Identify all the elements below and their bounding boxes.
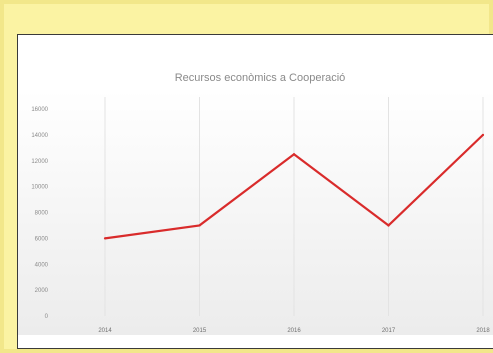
y-tick-label: 16000 xyxy=(31,107,48,113)
data-point-2016 xyxy=(292,153,296,156)
data-point-2014 xyxy=(103,237,107,240)
plot-background xyxy=(18,90,493,335)
x-axis-ticks: 2014 2015 2016 2017 2018 xyxy=(98,328,490,334)
grid-lines xyxy=(104,97,484,316)
x-tick-label: 2015 xyxy=(193,328,207,334)
y-tick-label: 0 xyxy=(45,314,49,320)
y-tick-label: 12000 xyxy=(31,159,48,165)
y-tick-label: 14000 xyxy=(31,133,48,139)
y-axis-ticks: 0 2000 4000 6000 8000 10000 12000 14000 16000 xyxy=(31,107,48,320)
y-tick-label: 6000 xyxy=(35,236,49,242)
y-tick-label: 4000 xyxy=(35,262,49,268)
chart-card: Recursos econòmics a Cooperació 0 2000 400… xyxy=(17,34,493,349)
x-tick-label: 2017 xyxy=(382,328,396,334)
data-point-2017 xyxy=(387,224,390,227)
y-tick-label: 2000 xyxy=(35,288,49,294)
y-tick-label: 10000 xyxy=(31,185,48,191)
y-tick-label: 8000 xyxy=(35,211,49,217)
x-tick-label: 2018 xyxy=(476,328,490,334)
data-point-2018 xyxy=(481,133,485,136)
chart-title: Recursos econòmics a Cooperació xyxy=(175,72,346,84)
line-chart: Recursos econòmics a Cooperació 0 2000 400… xyxy=(18,72,493,335)
x-tick-label: 2014 xyxy=(98,328,112,334)
screenshot-frame: Recursos econòmics a Cooperació 0 2000 400… xyxy=(4,4,493,349)
series-layer xyxy=(103,133,485,240)
data-point-2015 xyxy=(198,224,201,227)
x-tick-label: 2016 xyxy=(287,328,301,334)
